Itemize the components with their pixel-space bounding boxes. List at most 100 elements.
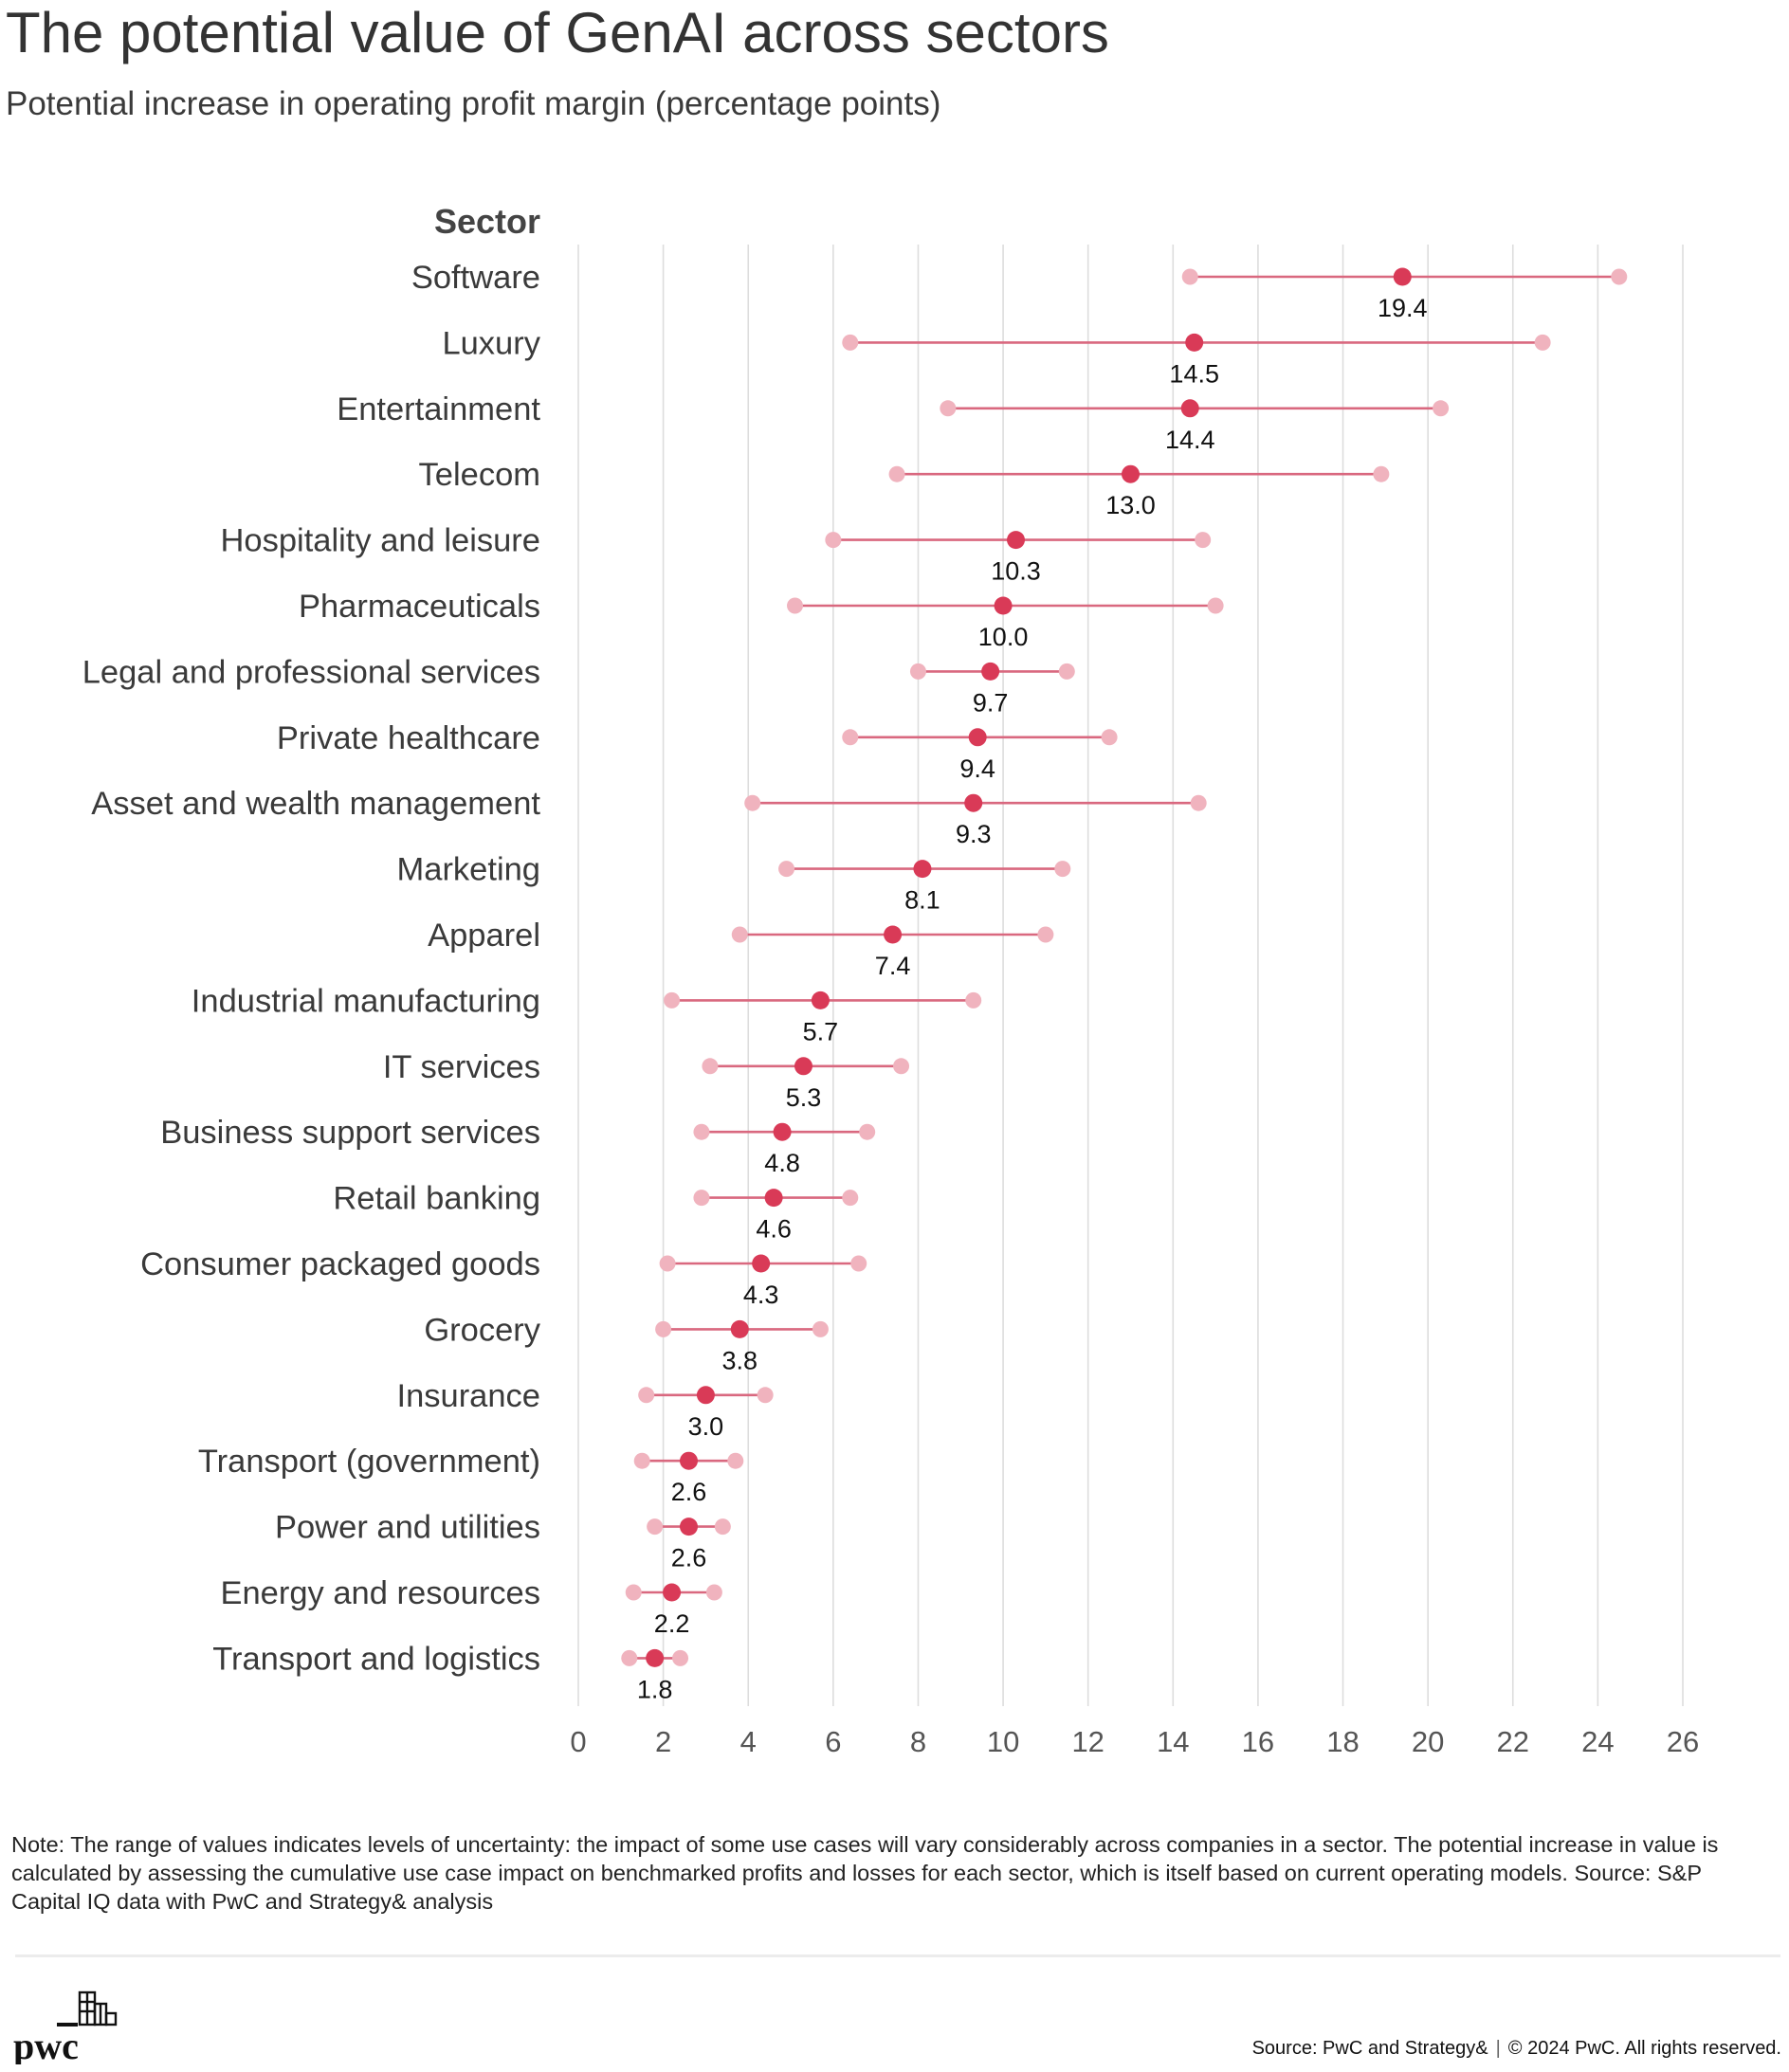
value-label: 13.0: [1105, 491, 1156, 519]
sector-label: Telecom: [419, 457, 540, 493]
value-label: 2.2: [654, 1609, 690, 1638]
range-low-dot: [638, 1387, 655, 1404]
sector-label: Business support services: [160, 1115, 540, 1151]
sector-row: Grocery 3.8: [424, 1312, 829, 1374]
value-dot: [964, 793, 983, 812]
sector-row: IT services 5.3: [383, 1049, 910, 1112]
sector-label: Luxury: [442, 325, 540, 361]
range-high-dot: [1207, 597, 1224, 614]
value-label: 8.1: [904, 886, 940, 915]
range-high-dot: [727, 1452, 744, 1469]
range-high-dot: [705, 1584, 722, 1601]
range-high-dot: [1058, 663, 1075, 680]
sector-row: Consumer packaged goods 4.3: [140, 1246, 867, 1309]
sector-row: Apparel 7.4: [428, 918, 1054, 980]
range-high-dot: [1101, 729, 1118, 746]
value-dot: [680, 1518, 698, 1536]
range-low-dot: [702, 1058, 719, 1075]
sector-label: Retail banking: [333, 1181, 540, 1217]
sector-label: Industrial manufacturing: [192, 983, 540, 1019]
range-high-dot: [1190, 794, 1207, 811]
value-label: 10.3: [991, 557, 1041, 586]
x-tick-label: 22: [1497, 1725, 1529, 1758]
range-high-dot: [842, 1190, 859, 1207]
value-label: 2.6: [671, 1478, 707, 1506]
x-tick-label: 20: [1412, 1725, 1444, 1758]
sector-label: Consumer packaged goods: [140, 1246, 540, 1282]
footer-credits: Source: PwC and Strategy& | © 2024 PwC. Al…: [1252, 2038, 1781, 2060]
x-tick-label: 24: [1581, 1725, 1614, 1758]
value-label: 4.6: [756, 1215, 792, 1244]
x-tick-label: 8: [910, 1725, 926, 1758]
value-label: 3.0: [688, 1412, 724, 1441]
footer-separator: |: [1495, 2038, 1501, 2059]
value-dot: [1122, 464, 1140, 483]
x-tick-label: 0: [570, 1725, 586, 1758]
range-low-dot: [888, 465, 905, 482]
value-dot: [811, 991, 830, 1009]
range-high-dot: [812, 1320, 829, 1337]
value-dot: [663, 1583, 682, 1602]
range-high-dot: [1054, 861, 1071, 878]
value-label: 2.6: [671, 1544, 707, 1572]
x-tick-label: 2: [655, 1725, 671, 1758]
range-high-dot: [714, 1518, 731, 1536]
value-label: 9.7: [973, 688, 1009, 717]
value-dot: [752, 1254, 771, 1273]
value-label: 10.0: [978, 623, 1029, 651]
range-low-dot: [825, 532, 842, 549]
footer-copyright: © 2024 PwC. All rights reserved.: [1507, 2038, 1781, 2059]
sector-label: Transport (government): [198, 1444, 540, 1480]
sector-row: Business support services 4.8: [160, 1115, 876, 1177]
value-label: 5.3: [786, 1083, 822, 1112]
sector-row: Luxury 14.5: [442, 325, 1551, 388]
range-low-dot: [621, 1649, 638, 1666]
sector-row: Legal and professional services 9.7: [82, 654, 1075, 717]
range-low-dot: [909, 663, 926, 680]
range-low-dot: [1181, 268, 1198, 285]
value-label: 1.8: [637, 1675, 673, 1703]
sector-label: Apparel: [428, 918, 540, 954]
range-high-dot: [850, 1255, 867, 1272]
range-high-dot: [1534, 334, 1551, 351]
sector-label: Private healthcare: [277, 720, 540, 756]
value-dot: [1007, 531, 1026, 550]
range-low-dot: [940, 400, 957, 417]
value-dot: [680, 1451, 698, 1470]
sector-label: Legal and professional services: [82, 654, 540, 690]
value-label: 9.3: [956, 820, 992, 848]
y-axis-title: Sector: [434, 202, 540, 241]
range-high-dot: [757, 1387, 774, 1404]
value-label: 4.3: [743, 1281, 779, 1309]
sector-label: Transport and logistics: [212, 1641, 540, 1677]
range-low-dot: [625, 1584, 642, 1601]
sector-label: Entertainment: [337, 391, 540, 427]
value-dot: [773, 1122, 792, 1141]
sector-row: Pharmaceuticals 10.0: [299, 589, 1224, 651]
data-rows: Software 19.4 Luxury 14.5 Entertainment 14.4 T…: [82, 260, 1628, 1703]
x-tick-label: 16: [1242, 1725, 1274, 1758]
value-label: 14.4: [1165, 426, 1215, 454]
range-low-dot: [664, 991, 681, 1009]
value-label: 7.4: [875, 952, 911, 980]
sector-row: Transport and logistics 1.8: [212, 1641, 689, 1703]
x-tick-label: 10: [987, 1725, 1019, 1758]
value-dot: [981, 662, 1000, 681]
chart-note: Note: The range of values indicates leve…: [11, 1832, 1719, 1914]
sector-label: Insurance: [396, 1378, 540, 1414]
range-low-dot: [842, 334, 859, 351]
range-high-dot: [1195, 532, 1212, 549]
sector-row: Retail banking 4.6: [333, 1181, 859, 1244]
value-label: 9.4: [959, 754, 995, 783]
range-low-dot: [842, 729, 859, 746]
range-high-dot: [1433, 400, 1450, 417]
sector-row: Private healthcare 9.4: [277, 720, 1118, 783]
sector-row: Hospitality and leisure 10.3: [220, 523, 1212, 586]
x-tick-label: 18: [1326, 1725, 1359, 1758]
sector-row: Transport (government) 2.6: [198, 1444, 744, 1506]
value-dot: [1393, 267, 1412, 286]
value-dot: [730, 1319, 749, 1338]
sector-label: Marketing: [397, 852, 540, 888]
range-low-dot: [693, 1123, 710, 1140]
sector-label: Software: [411, 260, 540, 296]
